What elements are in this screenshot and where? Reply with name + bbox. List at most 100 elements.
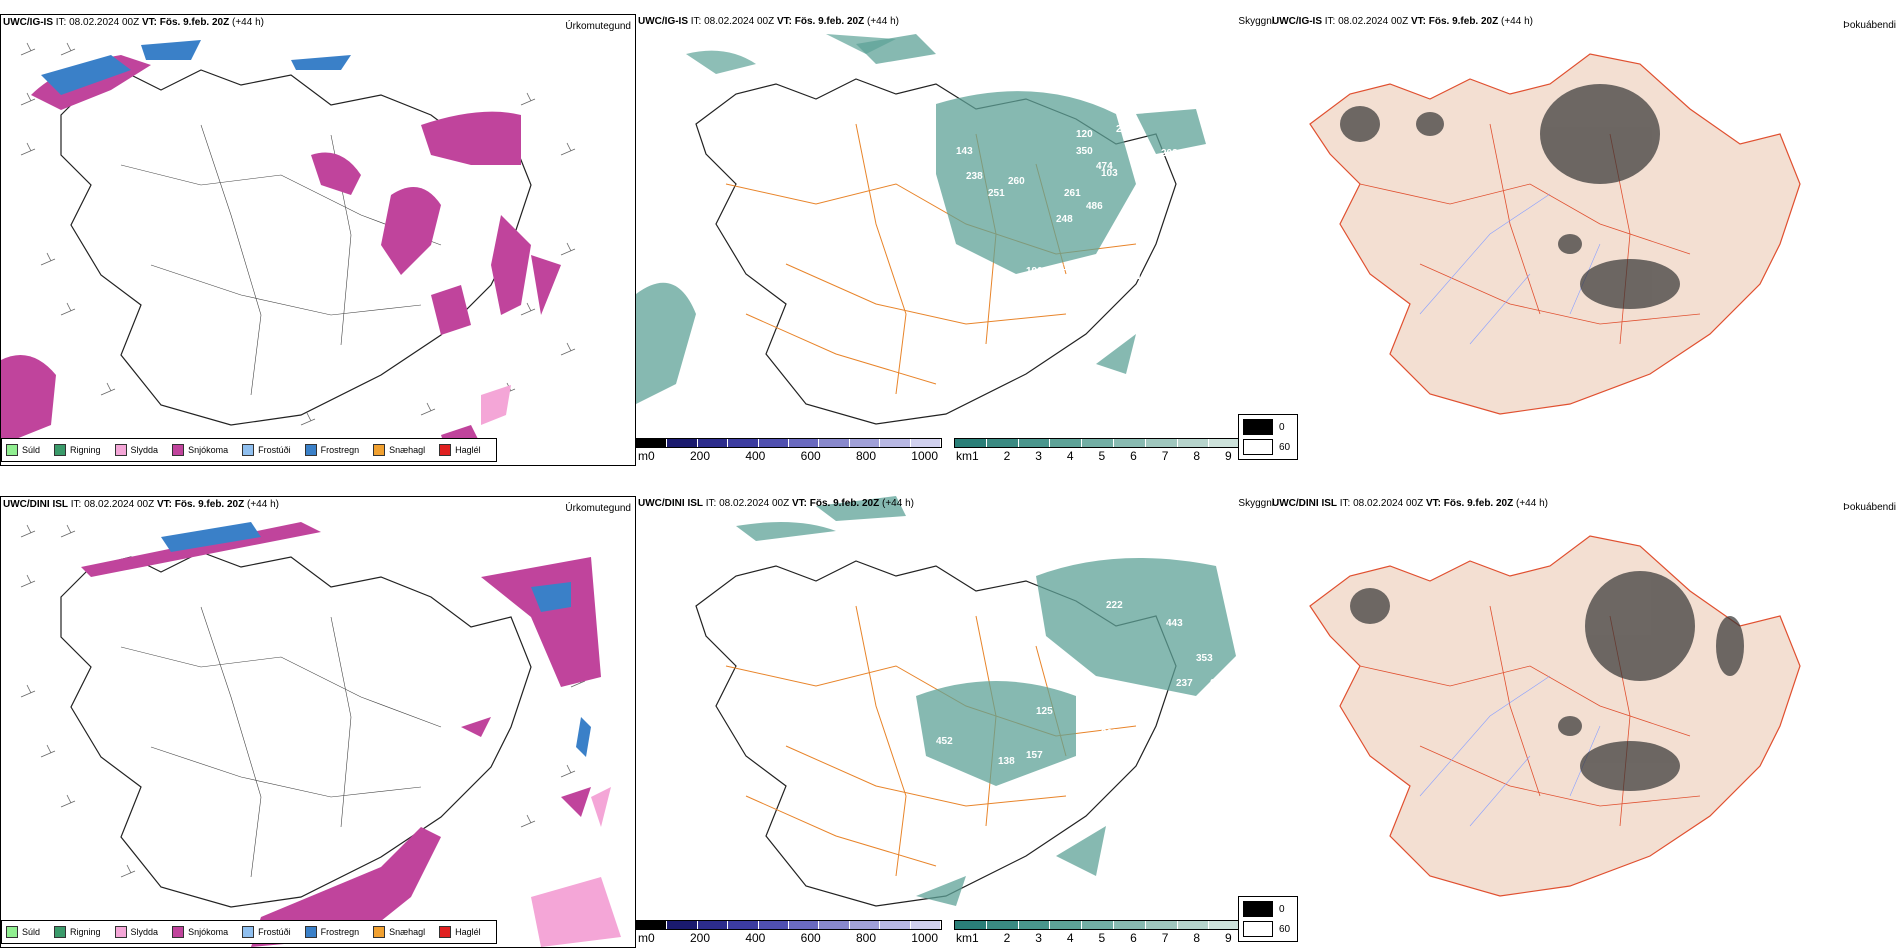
scale-segment [1209,439,1242,447]
scale-unit: km [956,449,972,463]
scale-unit: km [956,931,972,945]
scale-segment [880,921,911,929]
scale-segment [1177,439,1210,447]
iceland-outline [60,551,532,908]
lead-time: (+44 h) [1501,16,1533,27]
it-value: 08.02.2024 00Z [1353,498,1424,509]
scale-tick: 1 [972,931,979,945]
it-value: 08.02.2024 00Z [69,17,140,28]
fog-panel-row1: UWC/IG-IS IT: 08.02.2024 00Z VT: Fös. 9.… [1238,14,1900,466]
scale-tick: 9 [1225,931,1232,945]
fog-map-row1 [1309,53,1801,415]
vt-label: VT: [791,498,807,509]
scale-segment [667,921,698,929]
cloud-base-label: 353 [1196,653,1213,664]
vt-label: VT: [156,499,172,510]
cloud-base-label: 242 [1191,149,1208,160]
cloud-base-label: 153 [1106,286,1123,297]
legend-label: Snjókoma [188,445,229,455]
model-name: UWC/IG-IS [1272,16,1322,27]
cloud-base-label: 143 [956,146,973,157]
panel-header: UWC/IG-IS IT: 08.02.2024 00Z VT: Fös. 9.… [638,16,899,27]
panel-header: UWC/IG-IS IT: 08.02.2024 00Z VT: Fös. 9.… [3,17,264,28]
roads [1359,605,1701,827]
panel-header: UWC/DINI ISL IT: 08.02.2024 00Z VT: Fös.… [1272,498,1548,509]
scale-tick: 5 [1098,449,1106,463]
scale-segment [1050,921,1083,929]
vt-value: Fös. 9.feb. 20Z [174,499,245,510]
it-value: 08.02.2024 00Z [719,498,790,509]
freezing-rain-areas [41,40,351,95]
cloud-base-label: 290 [1008,626,1025,637]
cloud-base-label: 105 [944,246,961,257]
legend-swatch [114,444,127,456]
cloud-base-label: 107 [1200,221,1217,232]
scale-unit: m [638,931,648,945]
precip-legend-item: Rigning [54,444,101,456]
legend-swatch [439,926,452,938]
cloud-base-label: 486 [1086,201,1103,212]
scale-segment [1145,439,1178,447]
model-name: UWC/IG-IS [638,16,688,27]
cloud-base-label: 120 [1076,129,1093,140]
cloud-base-label: 733 [1196,246,1213,257]
lead-time: (+44 h) [1516,498,1548,509]
fog-legend-swatch [1243,921,1273,937]
fog-legend-swatch [1243,439,1273,455]
scale-tick: 3 [1035,931,1042,945]
it-label: IT: [690,16,702,27]
scale-segment [1018,439,1051,447]
cloud-scale-m: m 0 200 400 600 800 1000 [636,438,942,463]
legend-label: Frostúði [258,927,291,937]
legend-swatch [242,444,255,456]
precip-legend: Súld Rigning Slydda Snjókoma Frostúði Frostre… [1,438,497,462]
cloud-base-label: 891 [1171,246,1188,257]
scale-segment [986,921,1019,929]
cloud-base-label: 152 [692,520,709,531]
cloud-base-label: 202 [1161,148,1178,159]
fog-legend-swatch [1243,419,1273,435]
panel-title: Úrkomutegund [565,21,631,32]
precip-map-row1 [1,40,576,450]
scale-segment [667,439,698,447]
scale-ticks: m 0 200 400 600 800 1000 [636,449,942,463]
cloud-base-labels: 152 290 222 443 353 237 097 125 452 138 157 268 [692,520,1227,767]
cloud-base-label: 238 [966,171,983,182]
vt-label: VT: [141,17,157,28]
scale-tick: 7 [1161,931,1169,945]
roads [120,606,442,878]
fog-legend-swatch [1243,901,1273,917]
scale-segment [697,439,729,447]
legend-swatch [6,444,18,456]
scale-segment [789,439,820,447]
vt-value: Fös. 9.feb. 20Z [1428,16,1499,27]
scale-tick: 2 [1003,931,1011,945]
it-label: IT: [705,498,717,509]
fog-areas [1340,84,1680,309]
legend-label: Frostregn [320,445,360,455]
freezing-rain-areas [161,522,591,757]
cloud-base-label: 268 [1101,728,1118,739]
legend-swatch [304,926,317,938]
fog-legend-label: 60 [1279,923,1291,935]
lead-time: (+44 h) [882,498,914,509]
fog-legend-label: 0 [1279,421,1285,433]
fog-legend: 0 60 [1238,896,1298,942]
scale-segment [910,439,942,447]
lead-time: (+44 h) [247,499,279,510]
scale-tick: 8 [1193,931,1201,945]
cloud-base-label: 248 [1056,214,1073,225]
iceland-outline [1309,535,1801,897]
scale-unit: m [638,449,648,463]
legend-label: Haglél [455,927,481,937]
scale-segment [1082,921,1114,929]
cloud-base-label: 190 [1026,266,1043,277]
vt-label: VT: [776,16,792,27]
legend-label: Haglél [455,445,481,455]
scale-segment [1113,921,1146,929]
cloud-base-label: 157 [1026,750,1043,761]
panel-title: Skyggni [1238,498,1274,509]
vt-value: Fös. 9.feb. 20Z [159,17,230,28]
fog-legend-item: 60 [1243,921,1293,937]
scale-tick: 200 [689,449,711,463]
